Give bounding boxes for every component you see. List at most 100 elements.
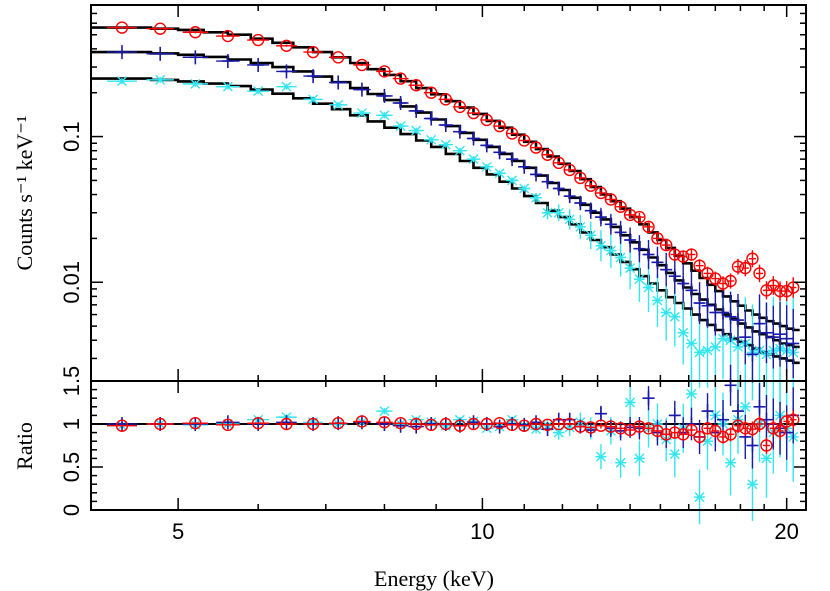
data-point <box>392 72 409 85</box>
data-point <box>518 419 531 432</box>
data-point <box>353 82 371 97</box>
data-point <box>452 145 467 156</box>
data-point <box>716 430 730 444</box>
data-point <box>392 121 409 132</box>
data-point <box>107 21 137 34</box>
data-point <box>694 317 706 388</box>
data-point <box>677 300 689 365</box>
y-tick-label: 1.5 <box>59 366 84 397</box>
data-point <box>452 419 467 432</box>
data-point <box>604 213 617 235</box>
data-point <box>633 210 646 224</box>
data-point <box>247 416 270 430</box>
data-point <box>614 200 627 213</box>
data-point <box>685 423 698 437</box>
data-point <box>529 141 543 154</box>
data-point <box>643 262 655 313</box>
data-point <box>651 246 664 278</box>
data-point <box>685 270 698 311</box>
data-point <box>614 422 627 435</box>
data-point <box>780 305 793 373</box>
data-point <box>753 294 766 353</box>
data-point <box>731 293 744 347</box>
data-point <box>760 395 773 445</box>
data-point <box>182 26 209 39</box>
data-point <box>724 273 737 289</box>
data-point <box>624 227 637 253</box>
data-point <box>247 33 270 47</box>
data-point <box>376 406 393 417</box>
data-point <box>530 192 542 203</box>
data-point <box>651 424 664 438</box>
data-point <box>746 326 759 383</box>
x-tick-label: 5 <box>172 519 184 544</box>
data-point <box>553 204 565 222</box>
data-point <box>594 405 607 422</box>
data-point <box>530 167 543 182</box>
data-point <box>276 39 297 52</box>
data-point <box>329 416 348 430</box>
data-point <box>276 417 297 431</box>
model-lines <box>91 26 800 365</box>
data-point <box>107 417 137 431</box>
data-point <box>423 111 439 126</box>
x-tick-label: 10 <box>470 519 494 544</box>
data-point <box>493 416 506 430</box>
data-point <box>247 57 270 72</box>
data-point <box>753 415 766 433</box>
data-point <box>303 94 323 105</box>
data-point <box>505 418 519 432</box>
data-point <box>633 420 646 433</box>
y-tick-label: 0 <box>59 504 84 516</box>
data-point <box>787 277 800 298</box>
data-point <box>303 45 323 59</box>
data-point <box>660 284 672 341</box>
data-point <box>739 309 752 365</box>
spectrum-frame <box>90 4 807 382</box>
data-point <box>518 159 531 174</box>
data-point <box>753 264 766 283</box>
data-point <box>541 174 554 189</box>
data-point <box>182 416 209 430</box>
data-point <box>780 412 793 431</box>
ratio-y-axis-label: Ratio <box>12 422 37 470</box>
data-point <box>493 145 506 160</box>
data-point <box>392 95 409 110</box>
data-point <box>594 207 607 227</box>
data-point <box>774 301 787 367</box>
data-point <box>694 469 706 525</box>
data-point <box>452 100 467 114</box>
data-point <box>423 134 439 145</box>
data-point <box>746 250 759 268</box>
data-point <box>107 76 137 87</box>
data-point <box>594 186 608 200</box>
data-point <box>564 209 576 230</box>
data-point <box>651 232 664 245</box>
data-point <box>541 148 554 161</box>
data-point <box>633 440 645 477</box>
data-point <box>493 119 506 133</box>
data-point <box>329 51 348 64</box>
data-point <box>276 415 297 430</box>
data-point <box>438 139 453 150</box>
data-point <box>303 69 323 84</box>
data-point <box>466 154 481 165</box>
data-point <box>438 417 453 431</box>
data-point <box>685 309 697 378</box>
y-tick-label: 0.01 <box>59 261 84 304</box>
data-point <box>563 189 576 204</box>
data-point <box>693 430 706 444</box>
data-point <box>787 308 800 379</box>
data-point <box>552 156 565 170</box>
data-point <box>216 29 240 43</box>
data-point <box>408 79 424 92</box>
ratio-panel: 5 10 20 0 0.5 1 1.5 <box>59 364 807 544</box>
data-point <box>438 93 453 106</box>
data-point <box>353 108 371 119</box>
data-point <box>505 127 519 140</box>
data-point <box>408 103 424 118</box>
data-point <box>624 247 636 290</box>
data-point <box>466 417 481 431</box>
ratio-points <box>107 364 800 525</box>
